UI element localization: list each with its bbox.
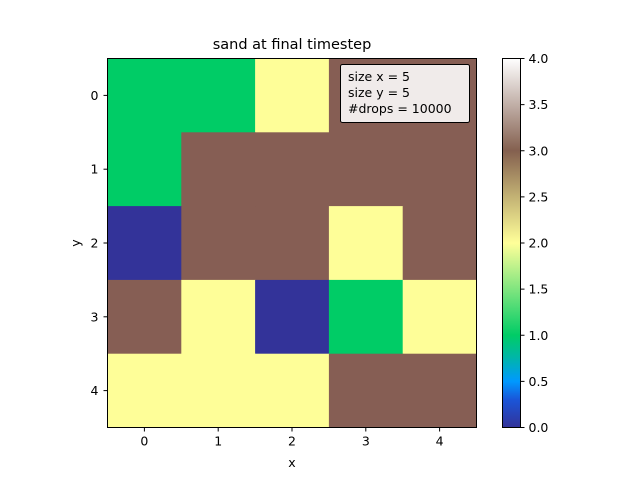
heatmap-cell [328, 206, 404, 281]
heatmap-cell [255, 279, 330, 355]
chart-title: sand at final timestep [213, 37, 372, 53]
info-box-frame [340, 64, 470, 123]
colorbar-tick-label: 1.5 [529, 282, 549, 297]
colorbar-tick-label: 3.5 [529, 97, 549, 112]
y-tick-label: 0 [91, 88, 99, 103]
x-axis-label: x [288, 455, 295, 470]
heatmap-cell [107, 58, 182, 133]
x-tick-label: 1 [214, 434, 222, 449]
info-size-x: size x = 5 [348, 69, 410, 84]
heatmap-cell [181, 279, 256, 355]
heatmap-cell [181, 206, 256, 281]
heatmap-cell [181, 132, 256, 207]
colorbar-ticks: 0.0 0.5 1.0 1.5 2.0 2.5 3.0 3.5 4.0 [520, 51, 549, 435]
heatmap-cell [328, 279, 404, 355]
y-axis-label: y [68, 239, 83, 247]
colorbar-tick-label: 1.0 [529, 328, 549, 343]
colorbar-tick-label: 3.0 [529, 143, 549, 158]
y-tick-label: 3 [91, 309, 99, 324]
heatmap-cell [255, 58, 330, 133]
heatmap-cell [402, 132, 477, 207]
heatmap-cell [107, 279, 182, 355]
colorbar-tick-label: 0.5 [529, 374, 549, 389]
colorbar-tick-label: 2.0 [529, 236, 549, 251]
x-axis-ticks: 0 1 2 3 4 [140, 427, 444, 449]
y-tick-label: 1 [91, 162, 99, 177]
colorbar-tick-label: 2.5 [529, 189, 549, 204]
x-tick-label: 3 [362, 434, 370, 449]
heatmap-cell [255, 353, 330, 428]
colorbar [502, 58, 521, 428]
heatmap-cell [402, 353, 477, 428]
heatmap-cell [107, 132, 182, 207]
heatmap-cell [255, 132, 330, 207]
heatmap-cell [255, 206, 330, 281]
info-drops: #drops = 10000 [348, 101, 452, 116]
x-tick-label: 4 [436, 434, 444, 449]
colorbar-tick-label: 4.0 [529, 51, 549, 66]
info-box: size x = 5 size y = 5 #drops = 10000 [340, 64, 470, 123]
heatmap-cell [328, 353, 404, 428]
heatmap-cell [181, 353, 256, 428]
y-tick-label: 2 [91, 236, 99, 251]
heatmap-cell [328, 132, 404, 207]
info-size-y: size y = 5 [348, 85, 410, 100]
y-tick-label: 4 [91, 383, 99, 398]
heatmap-cell [402, 279, 477, 355]
heatmap-cell [402, 206, 477, 281]
heatmap-cell [107, 206, 182, 281]
y-axis-ticks: 0 1 2 3 4 [91, 88, 108, 398]
heatmap-cell [107, 353, 182, 428]
x-tick-label: 2 [288, 434, 296, 449]
colorbar-tick-label: 0.0 [529, 420, 549, 435]
heatmap-cell [181, 58, 256, 133]
x-tick-label: 0 [140, 434, 148, 449]
